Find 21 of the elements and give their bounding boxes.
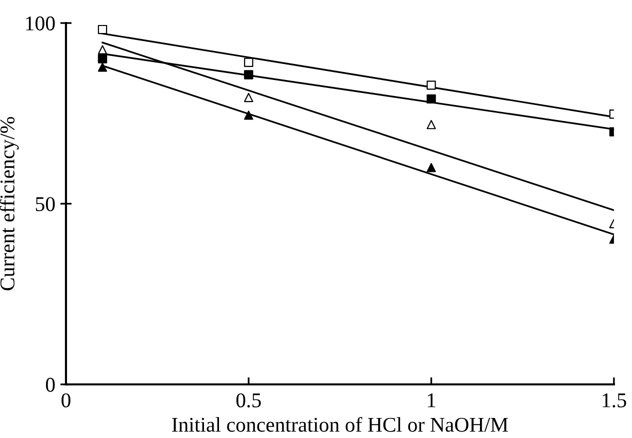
point <box>244 70 254 80</box>
point <box>426 80 436 90</box>
x-axis-title: Initial concentration of HCl or NaOH/M <box>172 416 508 432</box>
point <box>426 162 436 172</box>
x-tick-label: 1.5 <box>602 393 626 408</box>
point <box>98 24 108 34</box>
x-tick-label: 1 <box>428 393 436 408</box>
y-tick-label: 0 <box>46 378 55 392</box>
x-tick-label: 0 <box>62 393 70 408</box>
x-tick-label: 0.5 <box>236 393 261 408</box>
point <box>98 62 108 72</box>
point <box>244 110 254 120</box>
point <box>244 58 254 68</box>
y-axis-title: Current efficiency/% <box>0 116 19 290</box>
point <box>98 54 108 64</box>
point <box>244 92 254 102</box>
point <box>426 120 436 130</box>
y-tick-label: 100 <box>26 16 55 30</box>
y-tick-label: 50 <box>36 197 55 212</box>
point <box>426 94 436 104</box>
point <box>98 45 108 54</box>
